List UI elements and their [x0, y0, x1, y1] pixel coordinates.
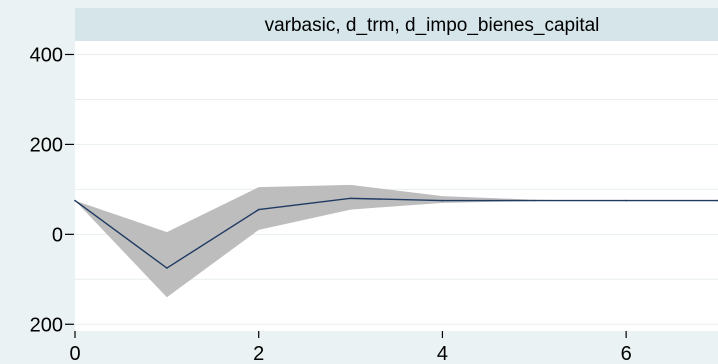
- x-tick-label: 6: [621, 343, 632, 364]
- data-point-2: [257, 208, 260, 211]
- data-point-5: [533, 199, 536, 202]
- x-tick-label: 2: [253, 343, 264, 364]
- gridlines: [75, 53, 718, 325]
- series-line-layer: [74, 197, 718, 269]
- data-point-6: [625, 199, 627, 202]
- x-tick-label: 0: [69, 343, 80, 364]
- x-axis: 0 2 4 6: [69, 331, 632, 364]
- data-point-0: [74, 199, 76, 202]
- x-tick-label: 4: [437, 343, 448, 364]
- y-tick-label: 0: [52, 224, 63, 246]
- data-point-3: [349, 197, 352, 200]
- y-tick-label: 200: [30, 314, 63, 336]
- series-line-0: [74, 197, 718, 269]
- y-axis: 400 200 0 200: [30, 44, 74, 336]
- y-tick-label: 200: [30, 134, 63, 156]
- y-tick-label: 400: [30, 44, 63, 66]
- title-strip: [75, 8, 718, 41]
- data-point-1: [166, 267, 168, 269]
- confidence-band-layer: [75, 184, 718, 298]
- data-point-4: [441, 199, 444, 202]
- chart-title: varbasic, d_trm, d_impo_bienes_capital: [265, 15, 600, 36]
- confidence-band: [75, 184, 718, 298]
